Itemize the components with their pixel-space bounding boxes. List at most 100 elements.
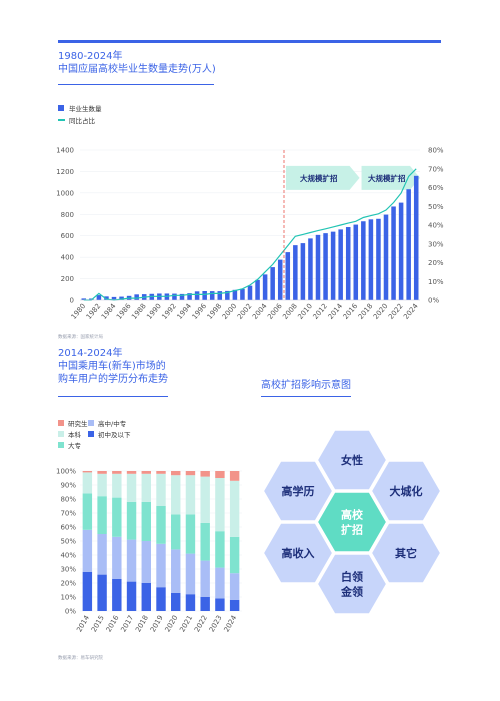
y-right-tick-label: 40% <box>428 222 444 230</box>
hex-top <box>315 428 389 492</box>
legend-graduate-swatch <box>58 419 64 426</box>
hex-lower-right <box>369 521 443 585</box>
y-tick-label: 10% <box>60 594 76 602</box>
hex-bottom <box>315 552 389 616</box>
segment-highschool <box>200 560 210 597</box>
segment-college <box>229 536 240 574</box>
hex-upper-left <box>261 459 335 523</box>
legend-college-label: 大专 <box>68 441 81 450</box>
y-right-tick-label: 10% <box>428 278 444 286</box>
chart2-title-line3: 购车用户的学历分布走势 <box>58 374 168 385</box>
graduates-bar <box>277 259 283 300</box>
hex-label-upper-left: 高学历 <box>282 484 315 498</box>
segment-highschool <box>97 534 107 575</box>
graduates-bar <box>232 289 238 300</box>
segment-bachelor <box>141 473 151 502</box>
diagram-title: 高校扩招影响示意图 <box>261 380 351 391</box>
chart1-title-underline <box>58 84 214 85</box>
hex-label-bottom: 白领 <box>341 570 363 584</box>
segment-junior <box>112 578 122 611</box>
graduates-bar <box>361 221 366 300</box>
segment-junior <box>141 583 151 611</box>
y-right-tick-label: 0% <box>428 297 439 305</box>
segment-highschool <box>215 567 225 599</box>
segment-college <box>156 506 166 544</box>
chart1-title-line1: 1980-2024年 <box>58 51 123 62</box>
segment-graduate <box>200 471 210 477</box>
segment-graduate <box>185 471 196 476</box>
segment-bachelor <box>229 480 240 537</box>
segment-highschool <box>171 549 181 593</box>
y-tick-label: 20% <box>60 580 76 588</box>
chart2-title-line1: 2014-2024年 <box>58 348 123 359</box>
chart2-legend: 研究生 高中/中专 本科 初中及以下 大专 <box>58 417 131 450</box>
y-tick-label: 90% <box>60 482 76 490</box>
segment-highschool <box>141 541 151 583</box>
diagram-title-underline <box>261 396 351 397</box>
hex-label-top: 女性 <box>341 453 363 467</box>
segment-junior <box>82 571 93 611</box>
segment-college <box>126 501 137 540</box>
graduates-bar <box>194 291 200 300</box>
hex-label-bottom: 金领 <box>340 585 363 599</box>
segment-junior <box>97 574 107 611</box>
graduates-bar <box>134 294 139 300</box>
chart1-source: 数据来源：国家统计局 <box>58 335 103 340</box>
legend-junior-swatch <box>88 430 94 437</box>
hex-center-label: 扩招 <box>341 523 363 537</box>
segment-bachelor <box>171 475 181 515</box>
y-tick-label: 50% <box>60 538 76 546</box>
segment-bachelor <box>97 473 107 497</box>
segment-graduate <box>97 471 107 474</box>
segment-college <box>215 531 225 568</box>
segment-bachelor <box>82 472 93 494</box>
y-left-tick-label: 1200 <box>56 168 74 176</box>
chart2-title-underline <box>58 396 168 397</box>
graduates-bar <box>368 219 374 300</box>
segment-bachelor <box>112 473 122 498</box>
y-left-tick-label: 200 <box>61 275 74 283</box>
graduates-bar <box>315 234 321 300</box>
graduates-bar <box>406 189 411 300</box>
graduates-bar <box>262 274 268 300</box>
y-left-tick-label: 800 <box>61 211 74 219</box>
y-right-tick-label: 80% <box>428 147 444 155</box>
graduates-bar <box>285 252 291 300</box>
segment-bachelor <box>185 475 196 515</box>
y-left-tick-label: 0 <box>70 297 74 305</box>
legend-bachelor-label: 本科 <box>68 430 81 439</box>
y-left-tick-label: 600 <box>61 232 74 240</box>
segment-college <box>141 501 151 541</box>
legend-junior-label: 初中及以下 <box>98 430 131 439</box>
graduates-bar <box>270 267 275 300</box>
segment-college <box>97 496 107 534</box>
y-tick-label: 80% <box>60 496 76 504</box>
y-tick-label: 70% <box>60 510 76 518</box>
segment-junior <box>215 598 225 611</box>
share-line <box>83 168 417 301</box>
chart2-title: 2014-2024年 中国乘用车(新车)市场的 购车用户的学历分布走势 <box>58 347 168 386</box>
y-left-tick-label: 1000 <box>56 189 74 197</box>
annotation-arrow-1 <box>286 165 360 190</box>
graduates-bar <box>353 224 359 300</box>
graduates-bar <box>209 291 215 300</box>
hex-center-label: 高校 <box>341 508 364 522</box>
hex-label-upper-right: 大城化 <box>390 484 423 498</box>
y-left-tick-label: 400 <box>61 254 74 262</box>
hex-label-lower-right: 其它 <box>395 546 417 560</box>
chart2-title-line2: 中国乘用车(新车)市场的 <box>58 361 166 372</box>
annotation-label-2: 大规模扩招 <box>368 173 406 183</box>
segment-highschool <box>185 553 196 595</box>
segment-junior <box>229 599 240 611</box>
graduates-bar <box>413 175 419 300</box>
top-accent-bar <box>58 40 441 43</box>
graduates-bar <box>293 245 298 300</box>
graduates-bar <box>119 296 124 300</box>
graduates-bar <box>96 295 102 300</box>
segment-highschool <box>112 536 122 579</box>
segment-junior <box>185 594 196 611</box>
graduates-bar <box>391 206 396 300</box>
graduates-bar <box>104 296 109 300</box>
